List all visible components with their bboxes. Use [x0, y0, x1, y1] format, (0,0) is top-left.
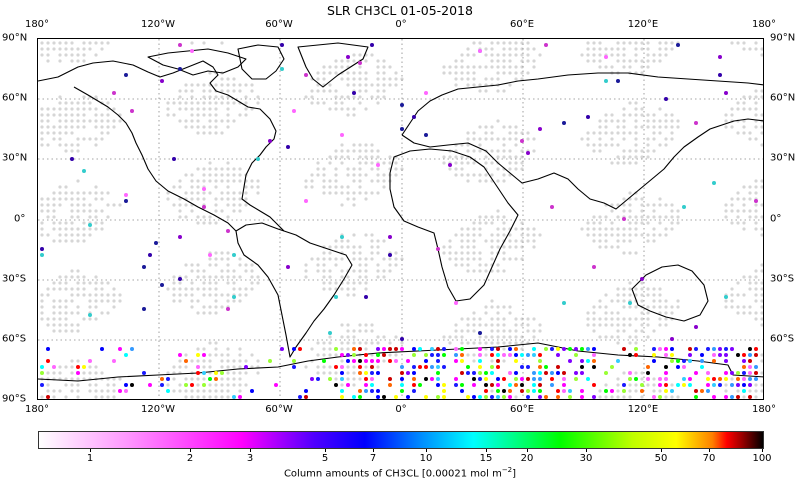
world-map: [38, 39, 763, 399]
lon-tick-top: 180°: [24, 19, 50, 30]
lat-tick-right: 0°: [770, 213, 782, 225]
lon-tick-top: 60°E: [509, 19, 535, 30]
colorbar-tick: 3: [246, 453, 254, 464]
colorbar-tick: 7: [369, 453, 377, 464]
colorbar-tick: 10: [419, 453, 433, 464]
colorbar-tick: 50: [654, 453, 668, 464]
colorbar-label: Column amounts of CH3CL [0.00021 mol m−2…: [283, 466, 517, 480]
lon-tick-top: 180°: [751, 19, 777, 30]
lat-tick-left: 90°N: [2, 32, 28, 44]
lat-tick-left: 30°S: [2, 273, 27, 285]
lat-tick-right: 90°N: [770, 32, 796, 44]
lon-tick-top: 60°W: [265, 19, 293, 30]
lat-tick-left: 0°: [14, 213, 26, 225]
colorbar-tick: 100: [752, 453, 772, 464]
retrieval-dots: [40, 43, 758, 399]
lat-tick-left: 60°N: [2, 92, 28, 104]
lat-tick-left: 60°S: [2, 333, 27, 345]
colorbar-tick: 5: [321, 453, 329, 464]
lat-tick-left: 90°S: [2, 393, 27, 405]
lon-tick-bottom: 180°: [751, 404, 777, 415]
colorbar-tick: 70: [702, 453, 716, 464]
lon-tick-bottom: 120°E: [627, 404, 659, 415]
colorbar-tick: 20: [520, 453, 534, 464]
lon-tick-top: 120°E: [627, 19, 659, 30]
lon-tick-bottom: 120°W: [141, 404, 175, 415]
chart-title: SLR CH3CL 01-05-2018: [327, 3, 473, 18]
lat-tick-right: 60°N: [770, 92, 796, 104]
lon-tick-bottom: 60°E: [509, 404, 535, 415]
lon-tick-top: 120°W: [141, 19, 175, 30]
lon-tick-top: 0°: [395, 19, 407, 30]
colorbar-tick: 15: [479, 453, 493, 464]
lat-tick-right: 30°N: [770, 152, 796, 164]
lat-tick-left: 30°N: [2, 152, 28, 164]
lon-tick-bottom: 180°: [24, 404, 50, 415]
lat-tick-right: 60°S: [770, 333, 795, 345]
colorbar-tick: 30: [579, 453, 593, 464]
gridlines: [38, 39, 763, 399]
colorbar: [38, 431, 764, 449]
lat-tick-right: 30°S: [770, 273, 795, 285]
colorbar-tick: 1: [86, 453, 94, 464]
map-plot-area: [37, 38, 764, 400]
lon-tick-bottom: 60°W: [265, 404, 293, 415]
colorbar-tick: 2: [186, 453, 194, 464]
lon-tick-bottom: 0°: [395, 404, 407, 415]
